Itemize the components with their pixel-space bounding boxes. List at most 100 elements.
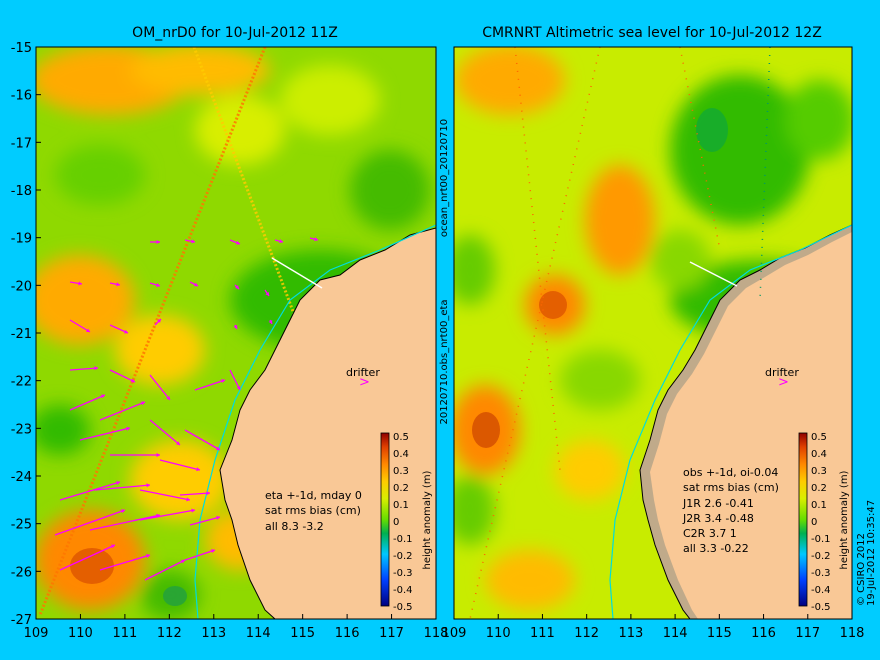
right-map-field <box>454 47 852 619</box>
velocity-arrowhead <box>126 426 130 431</box>
left-drifter: drifter > <box>346 366 380 390</box>
colorbar-tick-label: -0.2 <box>811 551 831 562</box>
left-colorbar-label: height anomaly (m) <box>422 470 433 569</box>
right-panel-title: CMRNRT Altimetric sea level for 10-Jul-2… <box>482 25 822 41</box>
velocity-vector <box>69 319 91 333</box>
colorbar-tick-label: 0.3 <box>393 466 409 477</box>
left-panel: OM_nrD0 for 10-Jul-2012 11Z <box>11 25 449 641</box>
right-stats-line: C2R 3.7 1 <box>683 527 737 540</box>
x-tick-label: 116 <box>751 626 776 641</box>
velocity-arrowhead <box>236 240 240 245</box>
y-tick-label: -18 <box>11 184 32 199</box>
colorbar-tick-label: 0.4 <box>811 449 827 460</box>
right-colorbar: 0.5 0.4 0.3 0.2 0.1 0 -0.1 -0.2 -0.3 -0.4 -0.5 hei… <box>798 432 850 613</box>
velocity-arrowhead <box>196 467 200 472</box>
velocity-arrowhead <box>131 378 135 383</box>
velocity-arrowhead <box>86 328 90 333</box>
x-tick-label: 117 <box>379 626 404 641</box>
left-side-label: ocean_nrt00_20120710 <box>439 119 450 237</box>
right-drifter-arrow-icon: > <box>778 375 789 390</box>
y-tick-label: -20 <box>11 279 32 294</box>
velocity-arrowhead <box>314 237 318 242</box>
velocity-vector <box>149 374 171 401</box>
y-tick-label: -19 <box>11 232 32 247</box>
velocity-arrowhead <box>94 366 98 371</box>
velocity-vector <box>144 559 186 581</box>
velocity-arrowhead <box>116 481 120 485</box>
x-tick-label: 110 <box>68 626 93 641</box>
right-panel: CMRNRT Altimetric sea level for 10-Jul-2… <box>442 25 865 641</box>
middle-side-label: 20120710.obs_nrt00_eta <box>439 299 450 424</box>
velocity-vector <box>99 401 146 421</box>
colorbar-tick-label: 0.5 <box>393 432 409 443</box>
velocity-vector <box>99 554 151 571</box>
colorbar-tick-label: 0 <box>393 517 399 528</box>
colorbar-tick-label: 0 <box>811 517 817 528</box>
velocity-arrowhead <box>233 325 238 329</box>
colorbar-tick-label: 0.1 <box>393 500 409 511</box>
x-tick-label: 109 <box>442 626 467 641</box>
right-stats-line: all 3.3 -0.22 <box>683 542 749 555</box>
velocity-arrowhead <box>176 441 180 445</box>
left-map-field <box>36 47 436 619</box>
right-drifter-label: drifter <box>765 366 799 379</box>
x-tick-label: 111 <box>530 626 555 641</box>
velocity-vector <box>194 379 226 391</box>
right-stats-line: obs +-1d, oi-0.04 <box>683 466 778 479</box>
right-x-axis: 109 110 111 112 113 114 115 116 117 118 <box>442 614 865 641</box>
velocity-arrowhead <box>191 508 195 513</box>
colorbar-tick-label: -0.3 <box>393 568 413 579</box>
colorbar-tick-label: 0.1 <box>811 500 827 511</box>
velocity-arrowhead <box>235 285 239 289</box>
velocity-arrowhead <box>236 386 241 390</box>
colorbar-tick-label: -0.4 <box>393 585 413 596</box>
velocity-vector <box>69 394 106 411</box>
colorbar-tick-label: -0.4 <box>811 585 831 596</box>
right-stats: obs +-1d, oi-0.04 sat rms bias (cm) J1R … <box>682 466 779 555</box>
right-colorbar-label: height anomaly (m) <box>839 470 850 569</box>
velocity-vector <box>94 484 151 491</box>
right-stats-line: sat rms bias (cm) <box>683 481 779 494</box>
x-tick-label: 118 <box>840 626 865 641</box>
velocity-arrowhead <box>141 401 145 406</box>
x-tick-label: 117 <box>795 626 820 641</box>
right-colorbar-scale <box>798 432 808 607</box>
x-tick-label: 109 <box>24 626 49 641</box>
colorbar-tick-label: -0.3 <box>811 568 831 579</box>
velocity-vector <box>54 509 126 536</box>
velocity-arrowhead <box>268 320 273 324</box>
velocity-arrowhead <box>186 497 190 502</box>
colorbar-tick-label: 0.2 <box>811 483 827 494</box>
colorbar-tick-label: -0.1 <box>811 534 831 545</box>
right-stats-line: J1R 2.6 -0.41 <box>682 497 754 510</box>
x-tick-label: 112 <box>157 626 182 641</box>
left-drifter-arrow-icon: > <box>359 375 370 390</box>
colorbar-tick-label: -0.5 <box>393 602 413 613</box>
x-tick-label: 113 <box>201 626 226 641</box>
velocity-arrowhead <box>157 319 161 323</box>
velocity-vector <box>159 459 201 471</box>
velocity-arrowhead <box>181 559 185 564</box>
velocity-arrowhead <box>166 396 170 400</box>
velocity-arrowhead <box>265 292 269 296</box>
velocity-vector <box>69 367 99 371</box>
colorbar-tick-label: 0.5 <box>811 432 827 443</box>
timestamp-text: 19-Jul-2012 10:35:47 <box>866 500 877 606</box>
x-tick-label: 118 <box>424 626 449 641</box>
y-tick-label: -24 <box>11 470 32 485</box>
velocity-arrowhead <box>124 329 128 334</box>
left-colorbar-scale <box>380 432 390 607</box>
velocity-vector <box>189 516 221 526</box>
y-tick-label: -16 <box>11 89 32 104</box>
colorbar-tick-label: -0.1 <box>393 534 413 545</box>
colorbar-tick-label: 0.3 <box>811 466 827 477</box>
credit-text: © CSIRO 2012 <box>856 533 867 606</box>
velocity-arrowhead <box>221 379 225 384</box>
y-tick-label: -22 <box>11 375 32 390</box>
velocity-arrowhead <box>101 394 105 399</box>
right-stats-line: J2R 3.4 -0.48 <box>682 512 754 525</box>
velocity-arrowhead <box>211 549 215 554</box>
velocity-arrowhead <box>116 282 120 287</box>
x-tick-label: 114 <box>663 626 688 641</box>
